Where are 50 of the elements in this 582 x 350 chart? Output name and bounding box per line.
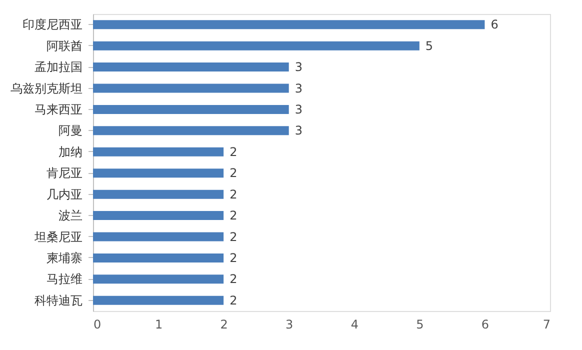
bar [93, 274, 224, 284]
data-label: 2 [230, 187, 238, 202]
data-label: 3 [294, 124, 302, 138]
x-tick-label: 5 [416, 318, 424, 332]
bar [93, 253, 224, 262]
data-label: 2 [230, 250, 238, 265]
x-tick-label: 2 [220, 318, 228, 332]
data-label: 2 [230, 230, 238, 244]
bar [93, 211, 224, 220]
bar [93, 168, 224, 178]
bar [93, 296, 224, 305]
bar [93, 62, 289, 72]
data-label: 5 [425, 38, 434, 53]
bar [93, 20, 485, 30]
bar [93, 104, 289, 114]
y-tick-label: 肯尼亚 [46, 166, 82, 180]
bar [93, 126, 289, 136]
y-tick-label: 加纳 [58, 144, 82, 159]
data-label: 2 [230, 166, 238, 180]
x-tick-label: 7 [542, 318, 550, 332]
data-label: 2 [230, 144, 238, 159]
data-label: 3 [294, 81, 302, 96]
y-tick-label: 科特迪瓦 [34, 293, 82, 308]
y-tick-label: 马拉维 [46, 272, 82, 286]
bar [93, 41, 420, 50]
y-tick-label: 波兰 [58, 208, 82, 223]
data-label: 2 [230, 208, 238, 223]
x-tick-label: 6 [481, 318, 490, 332]
x-tick-label: 1 [154, 318, 163, 332]
data-label: 6 [490, 18, 498, 32]
y-tick-label: 坦桑尼亚 [34, 230, 82, 244]
y-tick-label: 阿曼 [58, 124, 82, 138]
y-tick-label: 阿联酋 [46, 38, 82, 53]
bar [93, 147, 224, 156]
data-label: 2 [230, 293, 238, 308]
data-label: 3 [294, 60, 302, 74]
y-tick-label: 马来西亚 [34, 102, 82, 116]
data-label: 3 [294, 102, 302, 116]
bar [93, 190, 224, 199]
y-tick-label: 孟加拉国 [34, 60, 82, 74]
y-tick-label: 几内亚 [46, 187, 82, 202]
x-tick-label: 4 [350, 318, 358, 332]
bar [93, 84, 289, 93]
bar [93, 232, 224, 242]
y-tick-label: 乌兹别克斯坦 [10, 81, 82, 96]
y-tick-label: 柬埔寨 [46, 250, 82, 265]
data-label: 2 [230, 272, 238, 286]
x-tick-label: 0 [94, 318, 102, 332]
x-tick-label: 3 [286, 318, 294, 332]
y-tick-label: 印度尼西亚 [22, 18, 82, 32]
